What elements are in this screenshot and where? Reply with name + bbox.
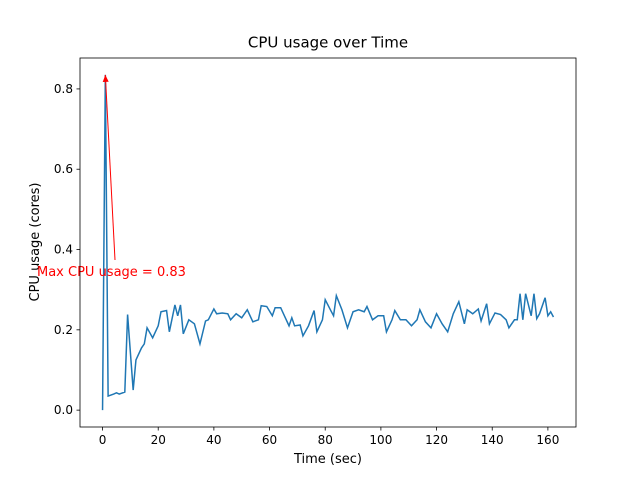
arrow-head — [102, 74, 109, 83]
x-tick-label: 0 — [99, 433, 107, 447]
x-tick-label: 140 — [481, 433, 504, 447]
x-tick-label: 80 — [318, 433, 333, 447]
x-tick-label: 40 — [206, 433, 221, 447]
x-tick-label: 100 — [369, 433, 392, 447]
y-tick-label: 0.6 — [54, 162, 73, 176]
plot-frame — [79, 57, 577, 428]
y-tick-label: 0.2 — [54, 323, 73, 337]
x-tick-label: 60 — [262, 433, 277, 447]
x-tick-label: 20 — [151, 433, 166, 447]
chart-title: CPU usage over Time — [248, 34, 408, 52]
x-axis-label: Time (sec) — [293, 452, 362, 467]
data-line — [101, 74, 555, 411]
annotation-text: Max CPU usage = 0.83 — [37, 265, 186, 280]
x-tick-label: 160 — [536, 433, 559, 447]
x-tick-label: 120 — [425, 433, 448, 447]
y-tick-label: 0.4 — [54, 243, 73, 257]
y-tick-label: 0.0 — [54, 403, 73, 417]
y-axis-label: CPU usage (cores) — [28, 183, 43, 302]
y-tick-label: 0.8 — [54, 82, 73, 96]
annotation-arrow — [104, 74, 116, 261]
